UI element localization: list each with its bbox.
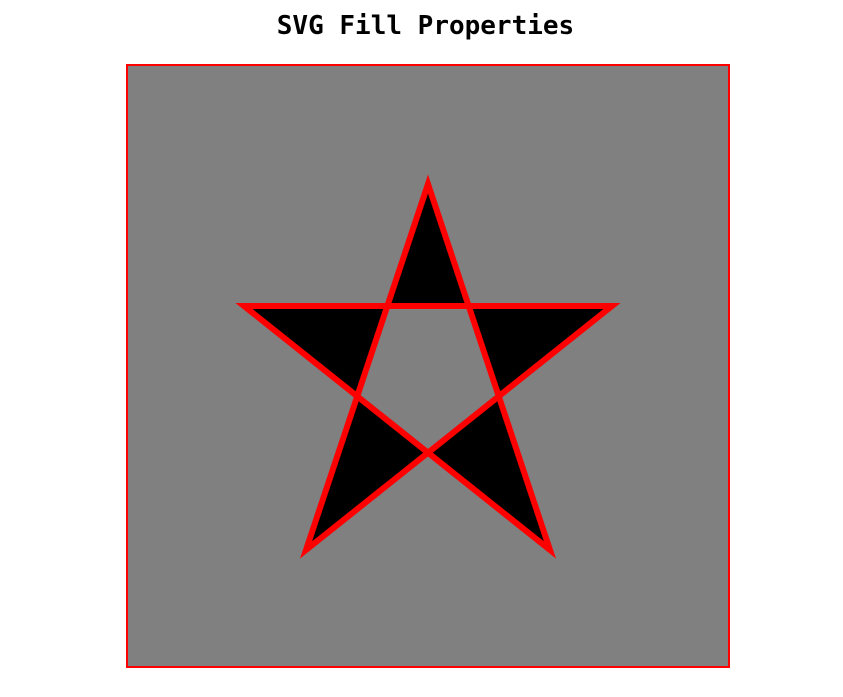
star-shape [235, 174, 621, 559]
page-title: SVG Fill Properties [276, 11, 575, 41]
svg-canvas [126, 64, 730, 668]
canvas-background [126, 64, 730, 668]
svg-drawing [126, 64, 730, 668]
